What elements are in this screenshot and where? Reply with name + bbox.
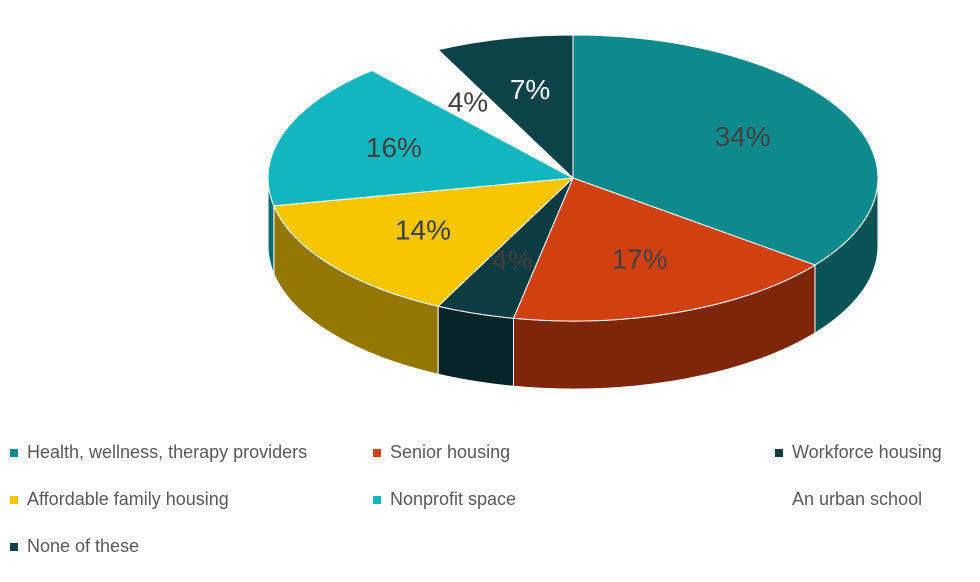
legend-label: Health, wellness, therapy providers [27, 442, 307, 462]
data-label: 4% [448, 87, 488, 118]
slice [512, 177, 817, 322]
data-label: 4% [492, 244, 532, 275]
legend-label: Workforce housing [792, 442, 942, 462]
slice-side [437, 305, 514, 387]
legend-label: Affordable family housing [27, 489, 229, 509]
legend-swatch [373, 496, 381, 504]
legend-swatch [10, 543, 18, 551]
legend-swatch [10, 449, 18, 457]
legend-swatch [775, 449, 783, 457]
legend-label: Nonprofit space [390, 489, 516, 509]
legend-label: An urban school [792, 489, 922, 509]
legend-swatch [373, 449, 381, 457]
slice [437, 34, 574, 180]
legend-swatch [10, 496, 18, 504]
data-label: 16% [366, 132, 422, 163]
data-label: 17% [612, 243, 668, 274]
data-label: 14% [395, 214, 451, 245]
slice [572, 34, 879, 266]
legend-label: Senior housing [390, 442, 510, 462]
slice [267, 69, 575, 207]
legend-swatch [775, 496, 783, 504]
legend-label: None of these [27, 536, 139, 556]
slice [273, 177, 575, 307]
data-label: 34% [715, 121, 771, 152]
data-label: 7% [510, 74, 550, 105]
